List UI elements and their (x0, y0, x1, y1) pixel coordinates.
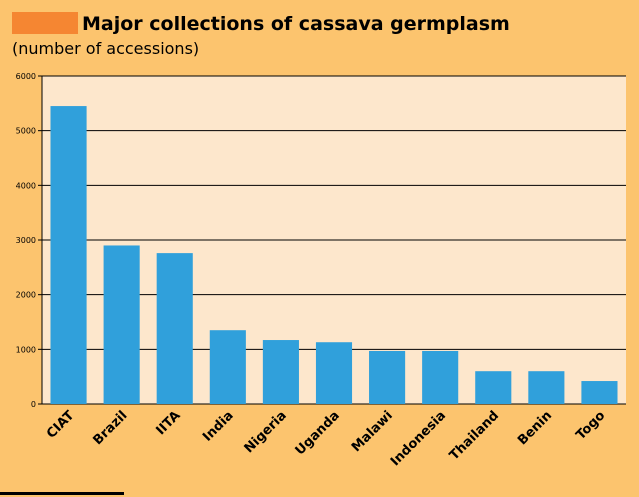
x-tick-label: Uganda (293, 408, 343, 458)
x-tick-label: Thailand (447, 408, 502, 463)
y-tick-label: 4000 (16, 181, 36, 190)
bar-togo (581, 381, 618, 404)
bar-brazil (103, 245, 140, 404)
bar-iita (156, 253, 193, 404)
x-axis: CIAT Brazil IITA India Nigeria Uganda MalawiIn… (44, 408, 608, 469)
bar-india (209, 330, 246, 404)
x-tick-label: Malawi (349, 408, 396, 455)
y-tick-label: 1000 (16, 345, 36, 354)
x-tick-label: IITA (153, 408, 183, 438)
chart-subtitle: (number of accessions) (12, 39, 199, 58)
chart-title: Major collections of cassava germplasm (82, 13, 510, 35)
bar-indonesia (422, 350, 459, 404)
x-tick-label: Nigeria (242, 408, 290, 456)
y-axis: 0 1000 2000 3000 4000 5000 6000 (16, 72, 43, 409)
bar-malawi (369, 350, 406, 404)
x-tick-label: Benin (515, 408, 555, 448)
bar-thailand (475, 371, 512, 404)
y-tick-label: 6000 (16, 72, 36, 81)
bar-nigeria (262, 340, 299, 404)
bar-ciat (50, 106, 87, 405)
bar-benin (528, 371, 565, 404)
x-tick-label: Togo (573, 408, 608, 443)
bar-uganda (315, 342, 353, 404)
x-tick-label: CIAT (44, 408, 78, 442)
y-tick-label: 5000 (16, 127, 36, 136)
title-marker (12, 12, 78, 34)
x-tick-label: Brazil (90, 408, 130, 448)
footer-rule (0, 492, 124, 495)
x-tick-label: India (200, 408, 237, 445)
y-tick-label: 3000 (16, 236, 36, 245)
y-tick-label: 2000 (16, 291, 36, 300)
x-tick-label: Indonesia (388, 408, 449, 469)
bars (50, 106, 618, 405)
y-tick-label: 0 (31, 400, 36, 409)
